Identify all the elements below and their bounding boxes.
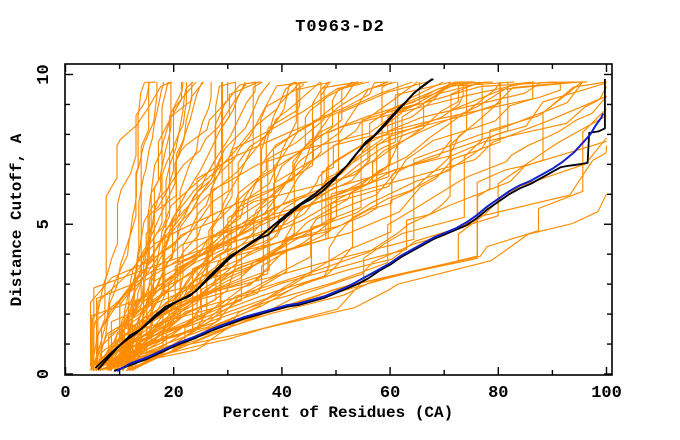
server-model-curve — [134, 82, 501, 370]
server-model-curve — [93, 81, 331, 367]
server-model-curve — [128, 81, 579, 368]
page-title: T0963-D2 — [295, 18, 385, 37]
server-model-curve — [120, 81, 297, 368]
y-tick-label: 5 — [35, 219, 54, 229]
server-model-curve — [95, 81, 392, 371]
server-model-curve — [102, 145, 608, 371]
server-model-curve — [97, 82, 158, 367]
highlight-model-black-1 — [94, 78, 434, 369]
server-model-curve — [96, 81, 330, 370]
server-model-curve — [108, 81, 588, 370]
y-tick-label: 0 — [35, 369, 54, 379]
server-model-curve — [91, 81, 150, 369]
server-model-curve — [109, 82, 501, 368]
server-model-curve — [110, 81, 607, 371]
server-model-curve — [124, 81, 428, 369]
server-model-curve — [100, 81, 584, 367]
y-tick-label: 10 — [35, 64, 54, 84]
x-axis-label: Percent of Residues (CA) — [222, 404, 454, 422]
server-model-curve — [130, 81, 413, 368]
server-model-curve — [90, 140, 607, 367]
server-model-curve — [130, 81, 203, 367]
highlight-model-blue — [116, 112, 605, 372]
server-model-curve — [100, 81, 485, 367]
server-model-curve — [101, 193, 608, 370]
plot-lines — [89, 78, 608, 372]
x-tick-label: 100 — [591, 384, 622, 403]
server-model-curve — [121, 82, 534, 371]
x-tick-label: 60 — [380, 384, 400, 403]
server-model-curve — [91, 81, 171, 369]
server-model-curve — [103, 82, 483, 366]
server-model-curve — [127, 81, 173, 367]
highlight-model-black-2 — [97, 78, 433, 371]
server-model-curve — [125, 81, 607, 372]
server-model-curve — [108, 81, 502, 368]
x-tick-label: 0 — [60, 384, 70, 403]
server-model-curve — [89, 81, 418, 371]
x-tick-label: 20 — [163, 384, 183, 403]
server-model-curve — [108, 82, 561, 367]
server-model-curve — [95, 82, 193, 369]
server-model-curve — [127, 81, 574, 371]
server-model-curve — [123, 81, 515, 367]
x-tick-label: 80 — [488, 384, 508, 403]
server-model-curve — [101, 81, 474, 371]
server-model-curve — [108, 81, 355, 366]
x-tick-label: 40 — [272, 384, 292, 403]
server-model-curve — [96, 81, 271, 369]
server-model-curve — [101, 81, 257, 367]
server-model-curve — [112, 115, 607, 368]
plot-frame — [64, 63, 613, 376]
highlight-model-black-3 — [113, 79, 606, 372]
server-model-curve — [97, 81, 476, 371]
